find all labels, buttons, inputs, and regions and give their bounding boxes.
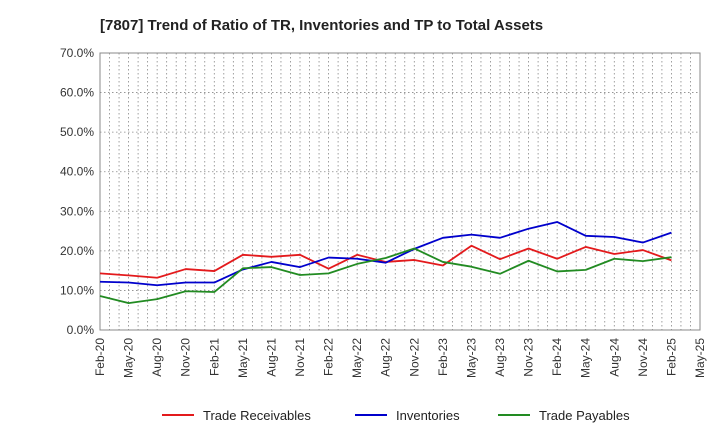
x-tick-label: Feb-23 <box>436 338 450 376</box>
y-tick-label: 40.0% <box>60 165 94 179</box>
legend-label: Trade Payables <box>539 408 630 423</box>
x-tick-label: Nov-23 <box>522 338 536 377</box>
series-line-trade-payables <box>99 247 672 304</box>
x-tick-label: Nov-21 <box>293 338 307 377</box>
x-tick-label: May-25 <box>693 338 707 378</box>
x-tick-label: Aug-24 <box>607 338 621 377</box>
x-tick-label: Nov-20 <box>179 338 193 377</box>
x-tick-label: May-24 <box>579 338 593 378</box>
legend-label: Trade Receivables <box>203 408 311 423</box>
x-tick-label: Feb-24 <box>550 338 564 376</box>
x-tick-label: Feb-21 <box>207 338 221 376</box>
legend-label: Inventories <box>396 408 460 423</box>
legend: Trade Receivables Inventories Trade Payabl… <box>162 408 630 423</box>
series-line-inventories <box>99 221 672 287</box>
x-tick-label: Feb-22 <box>322 338 336 376</box>
x-tick-label: Feb-25 <box>664 338 678 376</box>
plot-frame <box>99 52 701 331</box>
x-tick-label: May-20 <box>122 338 136 378</box>
x-tick-label: May-22 <box>350 338 364 378</box>
y-tick-label: 30.0% <box>60 204 94 218</box>
x-tick-label: Aug-22 <box>379 338 393 377</box>
x-tick-label: Nov-24 <box>636 338 650 377</box>
y-tick-label: 50.0% <box>60 125 94 139</box>
x-tick-label: May-21 <box>236 338 250 378</box>
x-tick-label: Feb-20 <box>93 338 107 376</box>
x-tick-label: Aug-21 <box>264 338 278 377</box>
x-tick-label: Aug-23 <box>493 338 507 377</box>
chart-title: [7807] Trend of Ratio of TR, Inventories… <box>100 17 543 34</box>
y-axis-ticks: 0.0% 10.0% 20.0% 30.0% 40.0% 50.0% 60.0% 70.0% <box>60 46 94 337</box>
x-tick-label: Aug-20 <box>150 338 164 377</box>
series-lines <box>99 221 672 304</box>
y-tick-label: 20.0% <box>60 244 94 258</box>
y-tick-label: 10.0% <box>60 283 94 297</box>
y-tick-label: 0.0% <box>67 323 95 337</box>
x-tick-label: May-23 <box>464 338 478 378</box>
grid <box>99 52 701 331</box>
axes <box>99 52 701 331</box>
y-tick-label: 70.0% <box>60 46 94 60</box>
x-tick-label: Nov-22 <box>407 338 421 377</box>
y-tick-label: 60.0% <box>60 86 94 100</box>
x-axis-ticks: Feb-20 May-20 Aug-20 Nov-20 Feb-21 May-21 Aug-… <box>93 338 707 378</box>
